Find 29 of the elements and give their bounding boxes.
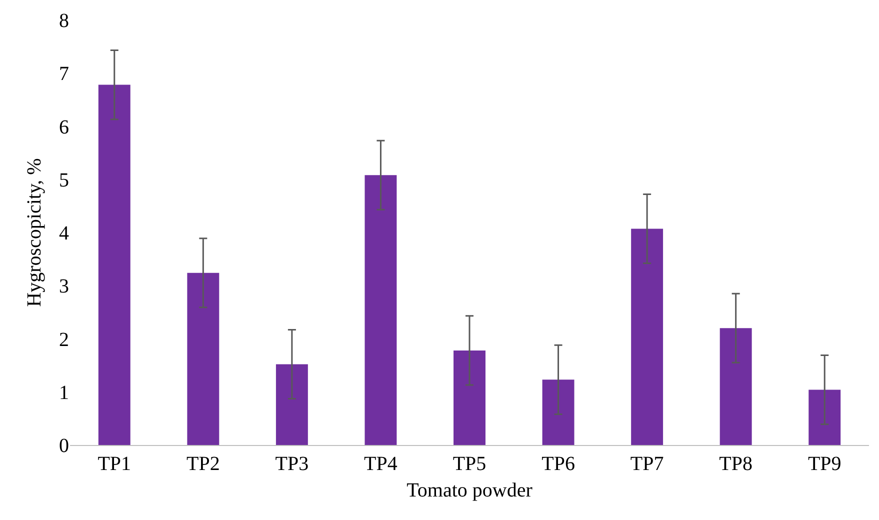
y-tick-label: 2 <box>59 328 69 351</box>
x-tick-label: TP2 <box>186 453 220 475</box>
x-tick-label: TP5 <box>452 453 486 475</box>
x-tick-label: TP6 <box>542 453 575 475</box>
x-tick-label: TP9 <box>808 453 842 475</box>
x-tick-label: TP8 <box>719 453 752 475</box>
x-tick-label: TP1 <box>98 453 132 475</box>
x-tick-label: TP4 <box>364 453 398 475</box>
y-tick-label: 0 <box>59 435 69 457</box>
bar <box>187 272 220 445</box>
y-tick-label: 7 <box>59 63 69 86</box>
bar <box>98 84 130 445</box>
x-axis-title: Tomato powder <box>406 480 533 502</box>
bar <box>542 380 574 445</box>
x-tick-label: TP7 <box>630 453 664 475</box>
y-tick-label: 1 <box>59 382 69 404</box>
bar <box>720 328 752 445</box>
y-tick-label: 5 <box>59 169 69 192</box>
bar <box>276 364 308 445</box>
bar <box>364 175 397 445</box>
x-tick-label: TP3 <box>275 453 309 475</box>
y-axis-title: Hygroscopicity, % <box>24 158 46 307</box>
y-tick-label: 6 <box>59 116 69 138</box>
y-tick-label: 8 <box>59 10 69 32</box>
y-tick-label: 4 <box>59 222 69 244</box>
bar <box>454 350 486 445</box>
y-tick-label: 3 <box>59 276 69 298</box>
bar <box>631 228 664 445</box>
bar <box>808 390 841 445</box>
